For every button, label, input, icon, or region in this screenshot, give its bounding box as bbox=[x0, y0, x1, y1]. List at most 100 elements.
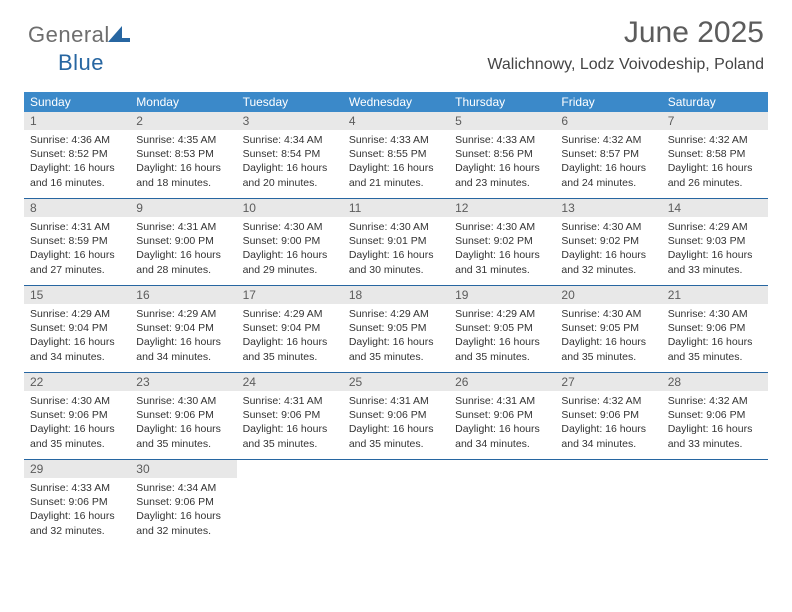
daylight-line: Daylight: 16 hours and 34 minutes. bbox=[136, 335, 230, 363]
day-cell: 29 Sunrise: 4:33 AMSunset: 9:06 PMDayligh… bbox=[24, 460, 130, 546]
day-number: 16 bbox=[130, 286, 236, 304]
calendar: Sunday Monday Tuesday Wednesday Thursday… bbox=[24, 92, 768, 546]
daylight-line: Daylight: 16 hours and 35 minutes. bbox=[243, 335, 337, 363]
week-row: 22Sunrise: 4:30 AMSunset: 9:06 PMDayligh… bbox=[24, 373, 768, 460]
day-cell: 13Sunrise: 4:30 AMSunset: 9:02 PMDayligh… bbox=[555, 199, 661, 285]
sunset-line: Sunset: 8:55 PM bbox=[349, 147, 443, 161]
sunrise-line: Sunrise: 4:32 AM bbox=[668, 133, 762, 147]
day-cell: 2Sunrise: 4:35 AMSunset: 8:53 PMDaylight… bbox=[130, 112, 236, 198]
day-cell: 1Sunrise: 4:36 AMSunset: 8:52 PMDaylight… bbox=[24, 112, 130, 198]
sunset-line: Sunset: 8:57 PM bbox=[561, 147, 655, 161]
sunrise-line: Sunrise: 4:31 AM bbox=[30, 220, 124, 234]
sunrise-line: Sunrise: 4:31 AM bbox=[349, 394, 443, 408]
day-cell: 27Sunrise: 4:32 AMSunset: 9:06 PMDayligh… bbox=[555, 373, 661, 459]
empty-cell bbox=[237, 460, 343, 546]
day-cell: 7Sunrise: 4:32 AMSunset: 8:58 PMDaylight… bbox=[662, 112, 768, 198]
day-cell: 8Sunrise: 4:31 AMSunset: 8:59 PMDaylight… bbox=[24, 199, 130, 285]
day-cell: 15 Sunrise: 4:29 AMSunset: 9:04 PMDayligh… bbox=[24, 286, 130, 372]
sunset-line: Sunset: 9:00 PM bbox=[243, 234, 337, 248]
daylight-line: Daylight: 16 hours and 35 minutes. bbox=[136, 422, 230, 450]
sunrise-line: Sunrise: 4:32 AM bbox=[561, 133, 655, 147]
day-number: 8 bbox=[24, 199, 130, 217]
day-of-week-header: Sunday Monday Tuesday Wednesday Thursday… bbox=[24, 92, 768, 112]
daylight-line: Daylight: 16 hours and 35 minutes. bbox=[455, 335, 549, 363]
sunrise-line: Sunrise: 4:33 AM bbox=[349, 133, 443, 147]
day-cell: 19Sunrise: 4:29 AMSunset: 9:05 PMDayligh… bbox=[449, 286, 555, 372]
day-number: 13 bbox=[555, 199, 661, 217]
day-number: 23 bbox=[130, 373, 236, 391]
daylight-line: Daylight: 16 hours and 27 minutes. bbox=[30, 248, 124, 276]
sunset-line: Sunset: 9:06 PM bbox=[668, 321, 762, 335]
sunrise-line: Sunrise: 4:29 AM bbox=[668, 220, 762, 234]
sunset-line: Sunset: 9:04 PM bbox=[30, 321, 124, 335]
day-number: 18 bbox=[343, 286, 449, 304]
sunrise-line: Sunrise: 4:31 AM bbox=[455, 394, 549, 408]
day-number: 11 bbox=[343, 199, 449, 217]
sunset-line: Sunset: 9:04 PM bbox=[136, 321, 230, 335]
day-number: 1 bbox=[24, 112, 130, 130]
sunset-line: Sunset: 9:06 PM bbox=[136, 495, 230, 509]
sunset-line: Sunset: 9:06 PM bbox=[136, 408, 230, 422]
daylight-line: Daylight: 16 hours and 24 minutes. bbox=[561, 161, 655, 189]
daylight-line: Daylight: 16 hours and 21 minutes. bbox=[349, 161, 443, 189]
sunset-line: Sunset: 8:58 PM bbox=[668, 147, 762, 161]
day-number: 15 bbox=[24, 286, 130, 304]
sunrise-line: Sunrise: 4:35 AM bbox=[136, 133, 230, 147]
daylight-line: Daylight: 16 hours and 34 minutes. bbox=[30, 335, 124, 363]
day-number: 24 bbox=[237, 373, 343, 391]
day-number: 29 bbox=[24, 460, 130, 478]
day-cell: 9Sunrise: 4:31 AMSunset: 9:00 PMDaylight… bbox=[130, 199, 236, 285]
sunrise-line: Sunrise: 4:34 AM bbox=[243, 133, 337, 147]
day-cell: 3Sunrise: 4:34 AMSunset: 8:54 PMDaylight… bbox=[237, 112, 343, 198]
dow-monday: Monday bbox=[130, 92, 236, 112]
day-number: 21 bbox=[662, 286, 768, 304]
sunset-line: Sunset: 9:06 PM bbox=[349, 408, 443, 422]
sunset-line: Sunset: 9:02 PM bbox=[455, 234, 549, 248]
sunrise-line: Sunrise: 4:30 AM bbox=[561, 220, 655, 234]
sunset-line: Sunset: 8:54 PM bbox=[243, 147, 337, 161]
day-number: 25 bbox=[343, 373, 449, 391]
day-cell: 10Sunrise: 4:30 AMSunset: 9:00 PMDayligh… bbox=[237, 199, 343, 285]
sunrise-line: Sunrise: 4:29 AM bbox=[136, 307, 230, 321]
sunrise-line: Sunrise: 4:30 AM bbox=[243, 220, 337, 234]
day-cell: 11Sunrise: 4:30 AMSunset: 9:01 PMDayligh… bbox=[343, 199, 449, 285]
day-number: 5 bbox=[449, 112, 555, 130]
logo-sail-icon bbox=[108, 24, 130, 50]
sunrise-line: Sunrise: 4:30 AM bbox=[561, 307, 655, 321]
logo-text-general: General bbox=[28, 22, 110, 47]
sunrise-line: Sunrise: 4:32 AM bbox=[668, 394, 762, 408]
sunset-line: Sunset: 9:00 PM bbox=[136, 234, 230, 248]
daylight-line: Daylight: 16 hours and 33 minutes. bbox=[668, 248, 762, 276]
dow-thursday: Thursday bbox=[449, 92, 555, 112]
sunset-line: Sunset: 9:06 PM bbox=[455, 408, 549, 422]
week-row: 29Sunrise: 4:33 AMSunset: 9:06 PMDayligh… bbox=[24, 460, 768, 546]
daylight-line: Daylight: 16 hours and 34 minutes. bbox=[561, 422, 655, 450]
day-cell: 5Sunrise: 4:33 AMSunset: 8:56 PMDaylight… bbox=[449, 112, 555, 198]
sunrise-line: Sunrise: 4:29 AM bbox=[30, 307, 124, 321]
day-number: 4 bbox=[343, 112, 449, 130]
sunset-line: Sunset: 9:01 PM bbox=[349, 234, 443, 248]
sunset-line: Sunset: 9:05 PM bbox=[455, 321, 549, 335]
dow-tuesday: Tuesday bbox=[237, 92, 343, 112]
daylight-line: Daylight: 16 hours and 35 minutes. bbox=[561, 335, 655, 363]
day-number: 17 bbox=[237, 286, 343, 304]
daylight-line: Daylight: 16 hours and 16 minutes. bbox=[30, 161, 124, 189]
week-row: 1Sunrise: 4:36 AMSunset: 8:52 PMDaylight… bbox=[24, 112, 768, 199]
sunrise-line: Sunrise: 4:36 AM bbox=[30, 133, 124, 147]
daylight-line: Daylight: 16 hours and 31 minutes. bbox=[455, 248, 549, 276]
sunrise-line: Sunrise: 4:33 AM bbox=[30, 481, 124, 495]
day-number: 27 bbox=[555, 373, 661, 391]
dow-saturday: Saturday bbox=[662, 92, 768, 112]
daylight-line: Daylight: 16 hours and 33 minutes. bbox=[668, 422, 762, 450]
day-cell: 12Sunrise: 4:30 AMSunset: 9:02 PMDayligh… bbox=[449, 199, 555, 285]
daylight-line: Daylight: 16 hours and 32 minutes. bbox=[561, 248, 655, 276]
day-number: 14 bbox=[662, 199, 768, 217]
day-cell: 18Sunrise: 4:29 AMSunset: 9:05 PMDayligh… bbox=[343, 286, 449, 372]
day-cell: 25Sunrise: 4:31 AMSunset: 9:06 PMDayligh… bbox=[343, 373, 449, 459]
day-cell: 20Sunrise: 4:30 AMSunset: 9:05 PMDayligh… bbox=[555, 286, 661, 372]
daylight-line: Daylight: 16 hours and 32 minutes. bbox=[30, 509, 124, 537]
daylight-line: Daylight: 16 hours and 30 minutes. bbox=[349, 248, 443, 276]
header: June 2025 Walichnowy, Lodz Voivodeship, … bbox=[487, 16, 764, 74]
sunset-line: Sunset: 9:06 PM bbox=[30, 495, 124, 509]
daylight-line: Daylight: 16 hours and 32 minutes. bbox=[136, 509, 230, 537]
